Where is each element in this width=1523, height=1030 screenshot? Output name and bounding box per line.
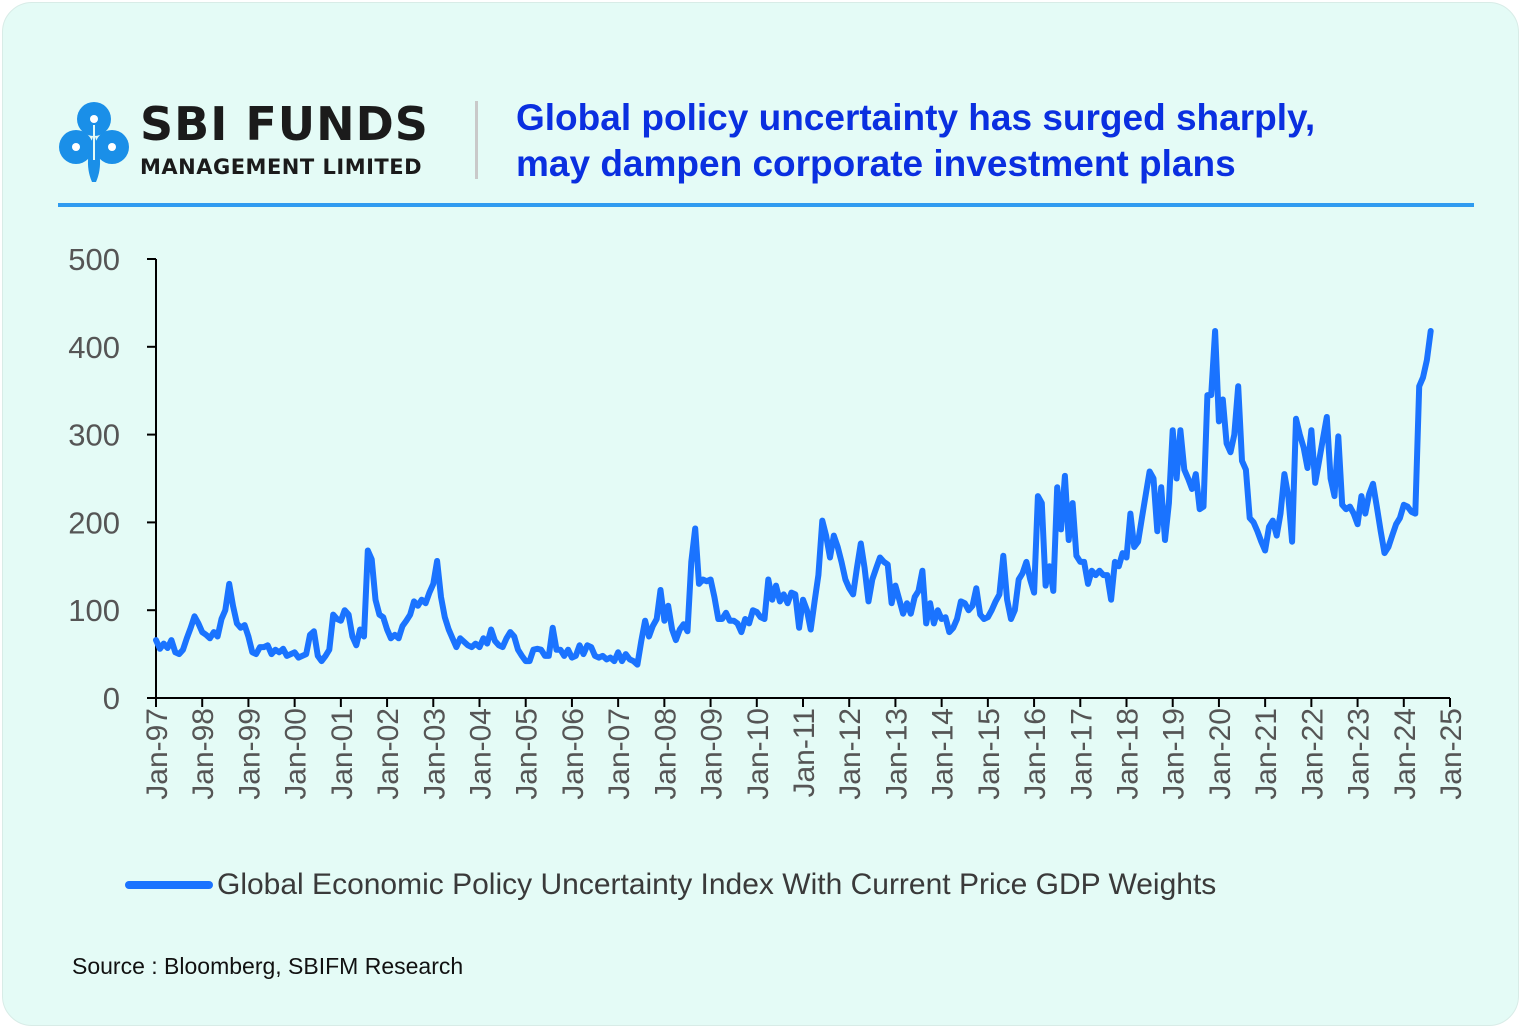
title-line-2: may dampen corporate investment plans (516, 143, 1236, 184)
x-tick-label: Jan-13 (880, 708, 913, 800)
x-tick-label: Jan-06 (557, 708, 590, 800)
x-tick-label: Jan-22 (1296, 708, 1329, 800)
x-tick-label: Jan-17 (1065, 708, 1098, 800)
brand-subtitle: MANAGEMENT LIMITED (140, 155, 423, 179)
x-tick-label: Jan-10 (742, 708, 775, 800)
x-tick-label: Jan-08 (649, 708, 682, 800)
x-tick-label: Jan-98 (187, 708, 220, 800)
x-tick-label: Jan-99 (233, 708, 266, 800)
x-tick-label: Jan-21 (1250, 708, 1283, 800)
title-line-1: Global policy uncertainty has surged sha… (516, 97, 1316, 138)
x-tick-label: Jan-00 (280, 708, 313, 800)
x-tick-label: Jan-11 (788, 708, 821, 798)
x-tick-label: Jan-03 (418, 708, 451, 800)
header-separator (475, 101, 478, 179)
x-tick-label: Jan-19 (1158, 708, 1191, 800)
series-line (153, 328, 1434, 668)
x-tick-label: Jan-16 (1019, 708, 1052, 800)
x-tick-label: Jan-01 (326, 708, 359, 800)
y-tick-label: 200 (68, 505, 120, 540)
sbi-keyhole-logo-icon (59, 102, 129, 182)
x-tick-label: Jan-24 (1389, 708, 1422, 800)
x-tick-label: Jan-25 (1435, 708, 1468, 800)
header-rule (58, 203, 1474, 207)
y-tick-label: 300 (68, 418, 120, 453)
y-tick-label: 100 (68, 593, 120, 628)
x-tick-label: Jan-23 (1343, 708, 1376, 800)
x-tick-label: Jan-97 (141, 708, 174, 800)
y-tick-label: 0 (103, 681, 120, 716)
page-title: Global policy uncertainty has surged sha… (516, 95, 1496, 187)
brand-name: SBI FUNDS (140, 97, 429, 151)
x-tick-label: Jan-15 (973, 708, 1006, 800)
source-note: Source : Bloomberg, SBIFM Research (72, 953, 464, 979)
x-tick-label: Jan-12 (834, 708, 867, 800)
x-tick-label: Jan-07 (603, 708, 636, 800)
legend-label: Global Economic Policy Uncertainty Index… (217, 868, 1217, 901)
legend-swatch (125, 881, 213, 889)
x-tick-label: Jan-20 (1204, 708, 1237, 800)
legend: Global Economic Policy Uncertainty Index… (125, 868, 1216, 902)
x-tick-label: Jan-02 (372, 708, 405, 800)
y-tick-label: 400 (68, 330, 120, 365)
x-tick-label: Jan-18 (1112, 708, 1145, 800)
x-tick-label: Jan-14 (927, 708, 960, 800)
x-tick-label: Jan-04 (465, 708, 498, 800)
x-tick-label: Jan-05 (511, 708, 544, 800)
y-tick-label: 500 (68, 242, 120, 277)
x-tick-label: Jan-09 (696, 708, 729, 800)
